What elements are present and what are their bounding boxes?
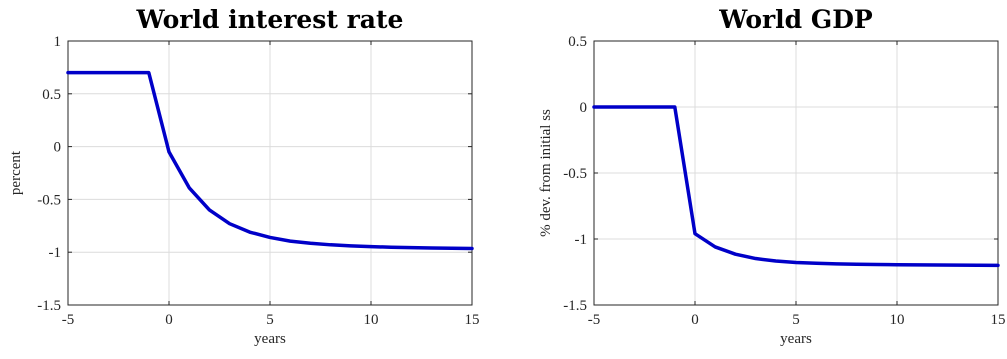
y-tick-label: 1 xyxy=(54,34,62,50)
series-line xyxy=(592,105,1000,268)
x-tick-label: 10 xyxy=(364,312,379,328)
x-axis-label: years xyxy=(780,331,812,347)
y-tick-label: -1.5 xyxy=(563,298,587,314)
chart-title: World GDP xyxy=(718,5,873,34)
x-tick-label: 5 xyxy=(792,312,800,328)
x-tick-label: 0 xyxy=(165,312,173,328)
x-axis-label: years xyxy=(254,331,286,347)
y-tick-label: -1.5 xyxy=(37,298,61,314)
y-tick-label: 0 xyxy=(54,140,62,156)
x-tick-label: 10 xyxy=(890,312,905,328)
y-tick-label: -1 xyxy=(575,232,588,248)
y-tick-label: 0 xyxy=(580,100,588,116)
x-tick-label: 5 xyxy=(266,312,274,328)
chart-title: World interest rate xyxy=(136,5,404,34)
x-tick-label: 15 xyxy=(991,312,1006,328)
y-axis-label: percent xyxy=(8,150,24,195)
y-tick-label: -0.5 xyxy=(563,166,587,182)
x-tick-label: 15 xyxy=(465,312,480,328)
x-tick-label: -5 xyxy=(62,312,75,328)
y-tick-label: 0.5 xyxy=(568,34,587,50)
chart-panel-2: -5 0 5 10 15 -1.5 -1 -0.5 0 0.5 World GDP years % de… xyxy=(538,5,1006,347)
x-tick-label: -5 xyxy=(588,312,601,328)
series-line xyxy=(66,70,474,251)
y-tick-label: -1 xyxy=(49,245,62,261)
chart-panel-1: -5 0 5 10 15 -1.5 -1 -0.5 0 0.5 1 World interest ra… xyxy=(8,5,480,347)
y-axis-label: % dev. from initial ss xyxy=(538,109,554,237)
y-tick-label: -0.5 xyxy=(37,192,61,208)
x-tick-label: 0 xyxy=(691,312,699,328)
y-tick-label: 0.5 xyxy=(42,87,61,103)
